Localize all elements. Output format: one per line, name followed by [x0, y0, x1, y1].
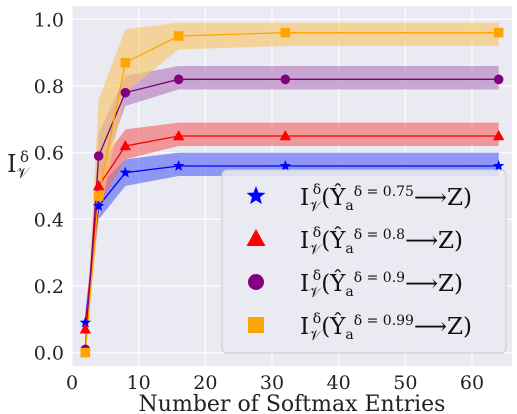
legend-entry-part: a — [345, 198, 353, 214]
data-point — [120, 57, 131, 68]
legend-entry-part: Ŷ — [329, 227, 346, 254]
y-tick-label: 0.0 — [34, 343, 64, 365]
legend-box — [221, 169, 507, 354]
data-point — [492, 130, 505, 141]
legend-entry-part: I — [300, 228, 309, 254]
legend-entry: I𝒱δ(Ŷaδ = 0.99⟶Z) — [300, 311, 472, 344]
legend-entry-part: δ = 0.75 — [354, 184, 414, 200]
y-tick-label: 0.6 — [34, 143, 64, 165]
legend-entry-part: 𝒱 — [309, 328, 323, 344]
tick-labels: 0 10 20 30 40 50 60 0.0 0.2 0.4 0.6 0.8 1.0 — [34, 9, 484, 394]
data-point — [93, 151, 104, 161]
legend-entry-part: δ — [313, 182, 321, 198]
x-tick-label: 60 — [460, 372, 484, 394]
data-point — [172, 130, 185, 141]
legend-entry: I𝒱δ(Ŷaδ = 0.8⟶Z) — [300, 225, 463, 258]
legend-entry-part: a — [345, 241, 353, 257]
legend-entry-part: δ = 0.99 — [354, 313, 414, 329]
data-point — [80, 347, 91, 358]
legend-entry-part: ( — [321, 314, 330, 340]
legend-marker — [248, 274, 264, 290]
y-axis-label: I𝒱δ — [7, 148, 31, 182]
data-point — [92, 180, 105, 191]
y-axis-label-main: I — [7, 150, 16, 178]
legend-entry-part: I — [300, 314, 309, 340]
legend-entry-part: Ŷ — [329, 313, 346, 340]
data-point — [172, 160, 185, 171]
data-point — [120, 87, 131, 98]
legend-entry-part: a — [345, 284, 353, 300]
legend-entry-part: ) — [454, 271, 463, 297]
legend-entry-part: Ŷ — [329, 270, 346, 297]
legend-entry-part: δ = 0.8 — [354, 227, 405, 243]
x-tick-label: 50 — [393, 372, 417, 394]
legend: I𝒱δ(Ŷaδ = 0.75⟶Z)I𝒱δ(Ŷaδ = 0.8⟶Z)I𝒱δ(Ŷaδ… — [221, 169, 507, 354]
legend-entry-part: δ = 0.9 — [354, 270, 405, 286]
legend-entry-part: Ŷ — [329, 184, 346, 211]
legend-entry-part: ) — [463, 314, 472, 340]
confidence-band — [85, 22, 499, 353]
data-point — [279, 160, 292, 171]
legend-entry-part: ( — [321, 185, 330, 211]
legend-entry-part: ⟶ — [405, 271, 438, 297]
legend-entry-part: ⟶ — [414, 314, 447, 340]
y-tick-label: 0.4 — [34, 209, 64, 231]
x-tick-label: 10 — [127, 372, 151, 394]
legend-entry-part: ⟶ — [405, 228, 438, 254]
data-point — [173, 74, 184, 85]
data-point — [79, 323, 92, 334]
legend-entry-part: 𝒱 — [309, 199, 323, 215]
data-point — [79, 316, 92, 328]
x-tick-label: 20 — [193, 372, 217, 394]
data-point — [493, 27, 504, 38]
y-tick-label: 1.0 — [34, 9, 64, 31]
legend-entry-part: Z — [447, 185, 463, 211]
series-markers — [79, 27, 505, 358]
data-point — [173, 31, 184, 41]
legend-entry: I𝒱δ(Ŷaδ = 0.9⟶Z) — [300, 268, 463, 301]
legend-entry-part: ) — [454, 228, 463, 254]
legend-entry-part: a — [345, 327, 353, 343]
data-point — [492, 160, 505, 171]
legend-entry-part: I — [300, 185, 309, 211]
x-tick-label: 0 — [66, 372, 78, 394]
data-point — [493, 74, 504, 85]
y-axis-label-sub: 𝒱 — [16, 164, 31, 182]
legend-entry-part: ) — [463, 185, 472, 211]
legend-marker — [246, 229, 266, 246]
x-axis-label: Number of Softmax Entries — [139, 392, 446, 414]
data-point — [93, 191, 104, 201]
legend-entry-part: 𝒱 — [309, 285, 323, 301]
legend-entry-part: δ — [313, 225, 321, 241]
y-tick-label: 0.8 — [34, 76, 64, 98]
legend-marker — [248, 317, 264, 333]
data-point — [119, 166, 132, 178]
data-point — [280, 27, 291, 38]
x-tick-label: 40 — [327, 372, 351, 394]
legend-entry-part: ⟶ — [414, 185, 447, 211]
legend-entry-part: ( — [321, 228, 330, 254]
data-point — [92, 200, 105, 211]
legend-entry-part: Z — [438, 228, 454, 254]
data-point — [119, 140, 132, 151]
legend-entry-part: ( — [321, 271, 330, 297]
legend-entry-part: δ — [313, 311, 321, 327]
legend-marker — [246, 186, 266, 205]
series-line — [84, 32, 499, 353]
data-point — [280, 74, 291, 85]
legend-entry-part: δ — [313, 268, 321, 284]
legend-entry-part: 𝒱 — [309, 242, 323, 258]
y-axis-label-sup: δ — [20, 148, 29, 166]
y-tick-label: 0.2 — [34, 276, 64, 298]
legend-entry-part: I — [300, 271, 309, 297]
x-tick-label: 30 — [260, 372, 284, 394]
legend-entry: I𝒱δ(Ŷaδ = 0.75⟶Z) — [300, 182, 472, 215]
legend-entry-part: Z — [447, 314, 463, 340]
legend-entry-part: Z — [438, 271, 454, 297]
data-point — [279, 130, 292, 141]
